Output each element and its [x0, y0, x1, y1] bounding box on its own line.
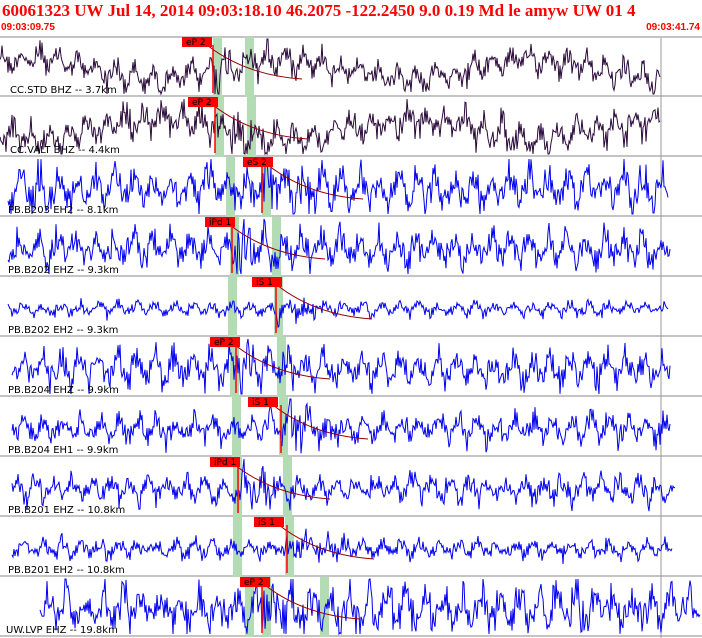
- green-band: [262, 157, 271, 217]
- green-band: [283, 457, 292, 517]
- green-band: [228, 277, 237, 337]
- waveform-trace: [11, 398, 671, 454]
- pick-label: iS 1: [258, 518, 275, 528]
- arrival-curve: [267, 400, 369, 440]
- green-band: [277, 337, 286, 397]
- station-label: UW.LVP EHZ -- 19.8km: [6, 625, 118, 636]
- waveform-trace: [7, 297, 669, 329]
- pick-label: iS 1: [252, 398, 269, 408]
- arrival-curve: [259, 580, 361, 620]
- pick-label: eP 2: [186, 38, 206, 48]
- station-label: PB.B204 EHZ -- 9.9km: [8, 385, 119, 396]
- station-label: PB.B203 EH2 -- 8.1km: [8, 205, 118, 216]
- station-label: PB.B201 EHZ -- 10.8km: [8, 505, 125, 516]
- waveform-trace: [11, 528, 673, 565]
- pick-flag: [205, 217, 235, 227]
- arrival-curve: [271, 280, 373, 320]
- pick-flag: [182, 37, 212, 47]
- waveform-trace: [39, 578, 701, 636]
- station-label: PB.B202 EHZ -- 9.3km: [8, 265, 119, 276]
- green-band: [320, 577, 329, 637]
- waveform-trace: [0, 38, 661, 96]
- pick-flag: [248, 397, 278, 407]
- waveform-trace: [0, 98, 661, 156]
- station-label: CC.STD BHZ -- 3.7km: [10, 85, 117, 96]
- end-time: 09:03:41.74: [646, 22, 700, 33]
- pick-label: eP 2: [192, 98, 212, 108]
- station-label: CC.VALT BHZ -- 4.4km: [10, 145, 120, 156]
- waveform-trace: [7, 218, 671, 275]
- pick-label: eS 2: [247, 158, 267, 168]
- pick-flag: [240, 577, 270, 587]
- green-band: [213, 37, 222, 97]
- arrival-curve: [229, 340, 331, 380]
- arrival-curve: [262, 160, 364, 200]
- pick-label: iPd 1: [214, 458, 236, 468]
- station-label: PB.B204 EH1 -- 9.9km: [8, 445, 118, 456]
- green-band: [245, 37, 254, 97]
- green-band: [232, 397, 241, 457]
- waveform-trace: [7, 158, 669, 215]
- arrival-curve: [224, 220, 326, 260]
- arrival-curve: [273, 520, 375, 560]
- pick-label: eP 2: [214, 338, 234, 348]
- green-band: [233, 517, 242, 577]
- start-time: 09:03:09.75: [1, 22, 55, 33]
- event-title: 60061323 UW Jul 14, 2014 09:03:18.10 46.…: [2, 1, 636, 20]
- pick-flag: [243, 157, 273, 167]
- pick-flag: [210, 457, 240, 467]
- pick-flag: [252, 277, 282, 287]
- pick-label: eP 2: [244, 578, 264, 588]
- green-band: [245, 577, 254, 637]
- green-band: [274, 277, 283, 337]
- pick-flag: [210, 337, 240, 347]
- pick-flag: [188, 97, 218, 107]
- pick-flag: [254, 517, 284, 527]
- pick-label: iPd 1: [209, 218, 231, 228]
- pick-label: iS 1: [256, 278, 273, 288]
- waveform-trace: [11, 458, 676, 512]
- event-header: 60061323 UW Jul 14, 2014 09:03:18.10 46.…: [0, 0, 702, 38]
- waveform-trace: [11, 338, 671, 395]
- station-label: PB.B202 EH2 -- 9.3km: [8, 325, 118, 336]
- arrival-curve: [201, 40, 303, 80]
- arrival-curve: [207, 100, 309, 140]
- green-band: [272, 217, 281, 277]
- station-label: PB.B201 EH2 -- 10.8km: [8, 565, 125, 576]
